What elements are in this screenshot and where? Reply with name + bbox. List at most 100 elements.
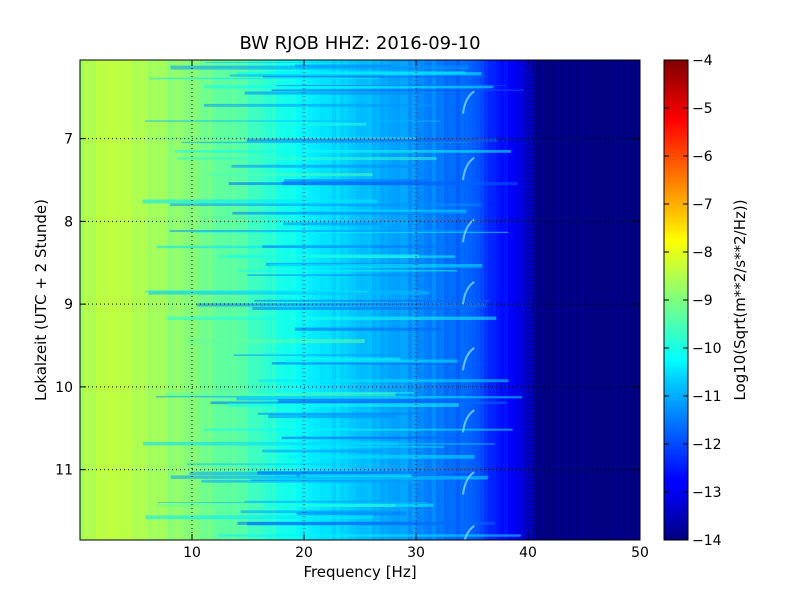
heatmap-cell — [616, 60, 621, 540]
heatmap-band — [290, 446, 445, 448]
heatmap-band — [145, 290, 368, 293]
heatmap-band — [196, 303, 487, 307]
heatmap-band — [238, 269, 458, 272]
heatmap-cell — [492, 60, 497, 540]
heatmap-cell — [244, 60, 249, 540]
heatmap-cell — [108, 60, 113, 540]
colorbar-tick-label: −10 — [692, 341, 722, 357]
x-tick-label: 30 — [407, 545, 425, 561]
heatmap-cell — [216, 60, 221, 540]
heatmap-band — [257, 470, 452, 475]
heatmap-band — [246, 138, 498, 142]
colorbar-tick-label: −12 — [692, 437, 722, 453]
signal-arc — [462, 409, 475, 433]
heatmap-cell — [488, 60, 493, 540]
heatmap-cell — [220, 60, 225, 540]
heatmap-band — [148, 290, 430, 295]
plot-area — [80, 60, 640, 540]
heatmap-band — [186, 463, 381, 466]
y-axis: 7 8 9 10 11 — [55, 132, 640, 479]
signal-arc — [462, 347, 475, 371]
heatmap-band — [271, 89, 524, 92]
heatmap-cell — [560, 60, 565, 540]
heatmap-cell — [104, 60, 109, 540]
heatmap-cell — [208, 60, 213, 540]
heatmap-cell — [168, 60, 173, 540]
heatmap-band — [262, 449, 382, 453]
heatmap-cell — [556, 60, 561, 540]
heatmap-band — [285, 359, 458, 363]
heatmap-cell — [212, 60, 217, 540]
heatmap-cell — [572, 60, 577, 540]
heatmap-cell — [192, 60, 197, 540]
heatmap-cell — [128, 60, 133, 540]
heatmap-cell — [544, 60, 549, 540]
heatmap-band — [303, 209, 467, 214]
heatmap-cell — [504, 60, 509, 540]
heatmap-cell — [236, 60, 241, 540]
heatmap-band — [281, 436, 475, 440]
heatmap-band — [258, 379, 509, 383]
heatmap-cell — [84, 60, 89, 540]
heatmap-cell — [540, 60, 545, 540]
heatmap-cell — [500, 60, 505, 540]
heatmap-band — [217, 534, 521, 537]
heatmap-cell — [516, 60, 521, 540]
heatmap-band — [181, 141, 469, 144]
plot-frame — [79, 59, 641, 541]
heatmap-band — [271, 362, 483, 365]
heatmap-cell — [604, 60, 609, 540]
heatmap-band — [167, 316, 497, 320]
x-tick-label: 40 — [519, 545, 537, 561]
heatmap-band — [203, 103, 437, 107]
heatmap-band — [229, 74, 384, 77]
heatmap-band — [233, 354, 403, 357]
heatmap-band — [170, 203, 482, 207]
heatmap-band — [228, 182, 518, 186]
heatmap-cell — [552, 60, 557, 540]
colorbar-tick-label: −6 — [692, 149, 713, 165]
chart-title: BW RJOB HHZ: 2016-09-10 — [239, 33, 480, 54]
heatmap-band — [142, 199, 378, 204]
heatmap-band — [268, 414, 395, 419]
heatmap-band — [240, 510, 394, 514]
heatmap-band — [255, 391, 415, 394]
heatmap-cell — [564, 60, 569, 540]
heatmap-cell — [620, 60, 625, 540]
colorbar-tick-label: −9 — [692, 293, 713, 309]
heatmap-cell — [600, 60, 605, 540]
heatmap-cell — [184, 60, 189, 540]
signal-arc — [462, 156, 475, 181]
signal-arc — [462, 280, 475, 305]
heatmap-cell — [148, 60, 153, 540]
colorbar-tick-label: −8 — [692, 245, 713, 261]
heatmap-cell — [136, 60, 141, 540]
heatmap-cell — [636, 60, 640, 540]
heatmap-band — [244, 500, 383, 503]
colorbar-tick-label: −7 — [692, 197, 713, 213]
y-tick-label: 8 — [64, 214, 73, 230]
colorbar-label: Log10(Sqrt(m**2/s**2/Hz)) — [731, 199, 749, 400]
heatmap-time-bands — [142, 62, 524, 537]
signal-arc — [463, 525, 475, 540]
heatmap-cell — [140, 60, 145, 540]
heatmap-band — [244, 91, 433, 95]
x-tick-label: 10 — [183, 545, 201, 561]
heatmap-band — [170, 475, 455, 479]
heatmap-band — [252, 307, 475, 310]
heatmap-cell — [92, 60, 97, 540]
heatmap-band — [187, 339, 365, 344]
heatmap-cell — [532, 60, 537, 540]
heatmap-cell — [96, 60, 101, 540]
heatmap-cell — [80, 60, 85, 540]
heatmap-cell — [240, 60, 245, 540]
heatmap-cell — [496, 60, 501, 540]
heatmap-cell — [156, 60, 161, 540]
heatmap-band — [193, 231, 509, 233]
colorbar-tick-label: −14 — [692, 533, 722, 549]
y-tick-label: 9 — [64, 297, 73, 313]
heatmap-band — [284, 179, 427, 183]
heatmap-cell — [120, 60, 125, 540]
heatmap-signal-arcs — [462, 90, 475, 540]
